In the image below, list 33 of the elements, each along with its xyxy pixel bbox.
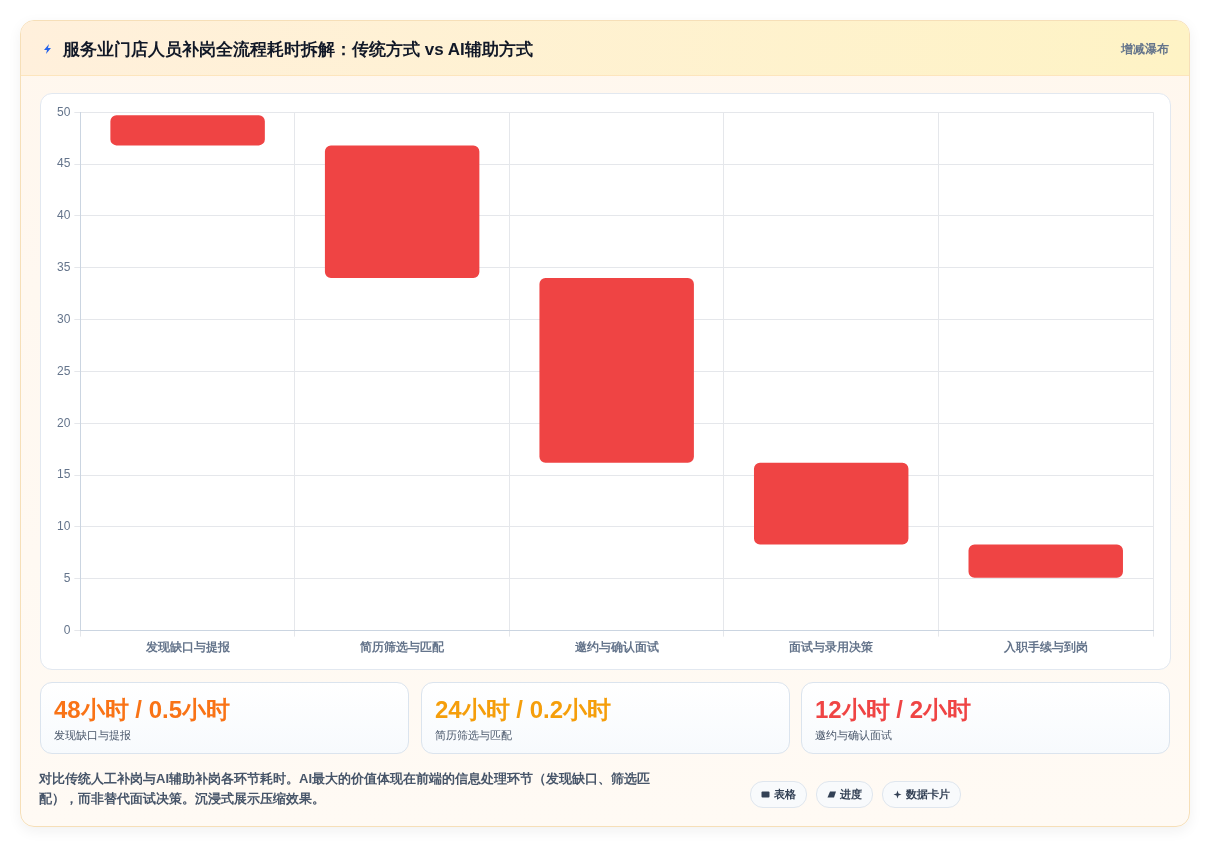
y-tick-label: 20	[56, 415, 71, 430]
chart-title: 服务业门店人员补岗全流程耗时拆解：传统方式 vs AI辅助方式	[63, 39, 533, 61]
text: 数据卡片	[906, 787, 950, 802]
y-tick-label: 30	[56, 311, 71, 326]
y-tick-label: 35	[56, 260, 71, 275]
text: 对比传统人工补岗与AI辅助补岗各环节耗时。AI最大的价值体现在前端的信息处理环节（发现缺口、筛选匹配），而非替代面试决策。沉浸式展示压缩效果。	[39, 770, 651, 808]
x-tick-label: 发现缺口与提报	[144, 640, 231, 655]
x-tick-label: 简历筛选与匹配	[359, 640, 446, 655]
y-tick-label: 10	[56, 519, 71, 534]
y-tick-label: 50	[56, 104, 71, 119]
text: 发现缺口与提报	[54, 728, 131, 743]
y-tick-label: 45	[56, 156, 71, 171]
y-tick-label: 40	[56, 208, 71, 223]
y-tick-label: 25	[56, 363, 71, 378]
text: 12小时 / 2小时	[815, 695, 972, 725]
bar	[539, 278, 694, 463]
bar	[324, 145, 480, 279]
y-tick-label: 15	[56, 467, 71, 482]
bar	[753, 462, 909, 545]
y-tick-label: 0	[63, 622, 71, 637]
text: 邀约与确认面试	[815, 728, 892, 743]
bar	[110, 115, 265, 146]
x-tick-label: 入职手续与到岗	[1002, 640, 1088, 655]
chart-subtitle: 增减瀑布	[1121, 41, 1169, 58]
bar	[968, 544, 1123, 578]
text: 表格	[774, 787, 796, 802]
text: 进度	[840, 787, 862, 802]
text: 简历筛选与匹配	[435, 728, 512, 743]
x-tick-label: 面试与录用决策	[788, 640, 875, 655]
y-tick-label: 5	[63, 571, 71, 586]
x-tick-label: 邀约与确认面试	[573, 640, 659, 655]
text: 24小时 / 0.2小时	[435, 695, 612, 725]
text: 48小时 / 0.5小时	[54, 695, 231, 725]
